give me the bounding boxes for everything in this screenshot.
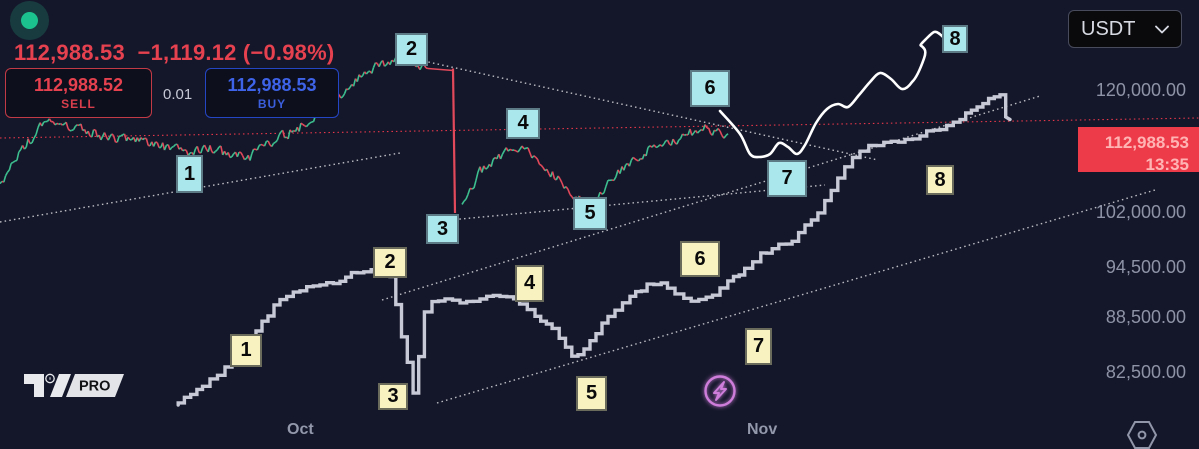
- svg-text:PRO: PRO: [79, 379, 110, 395]
